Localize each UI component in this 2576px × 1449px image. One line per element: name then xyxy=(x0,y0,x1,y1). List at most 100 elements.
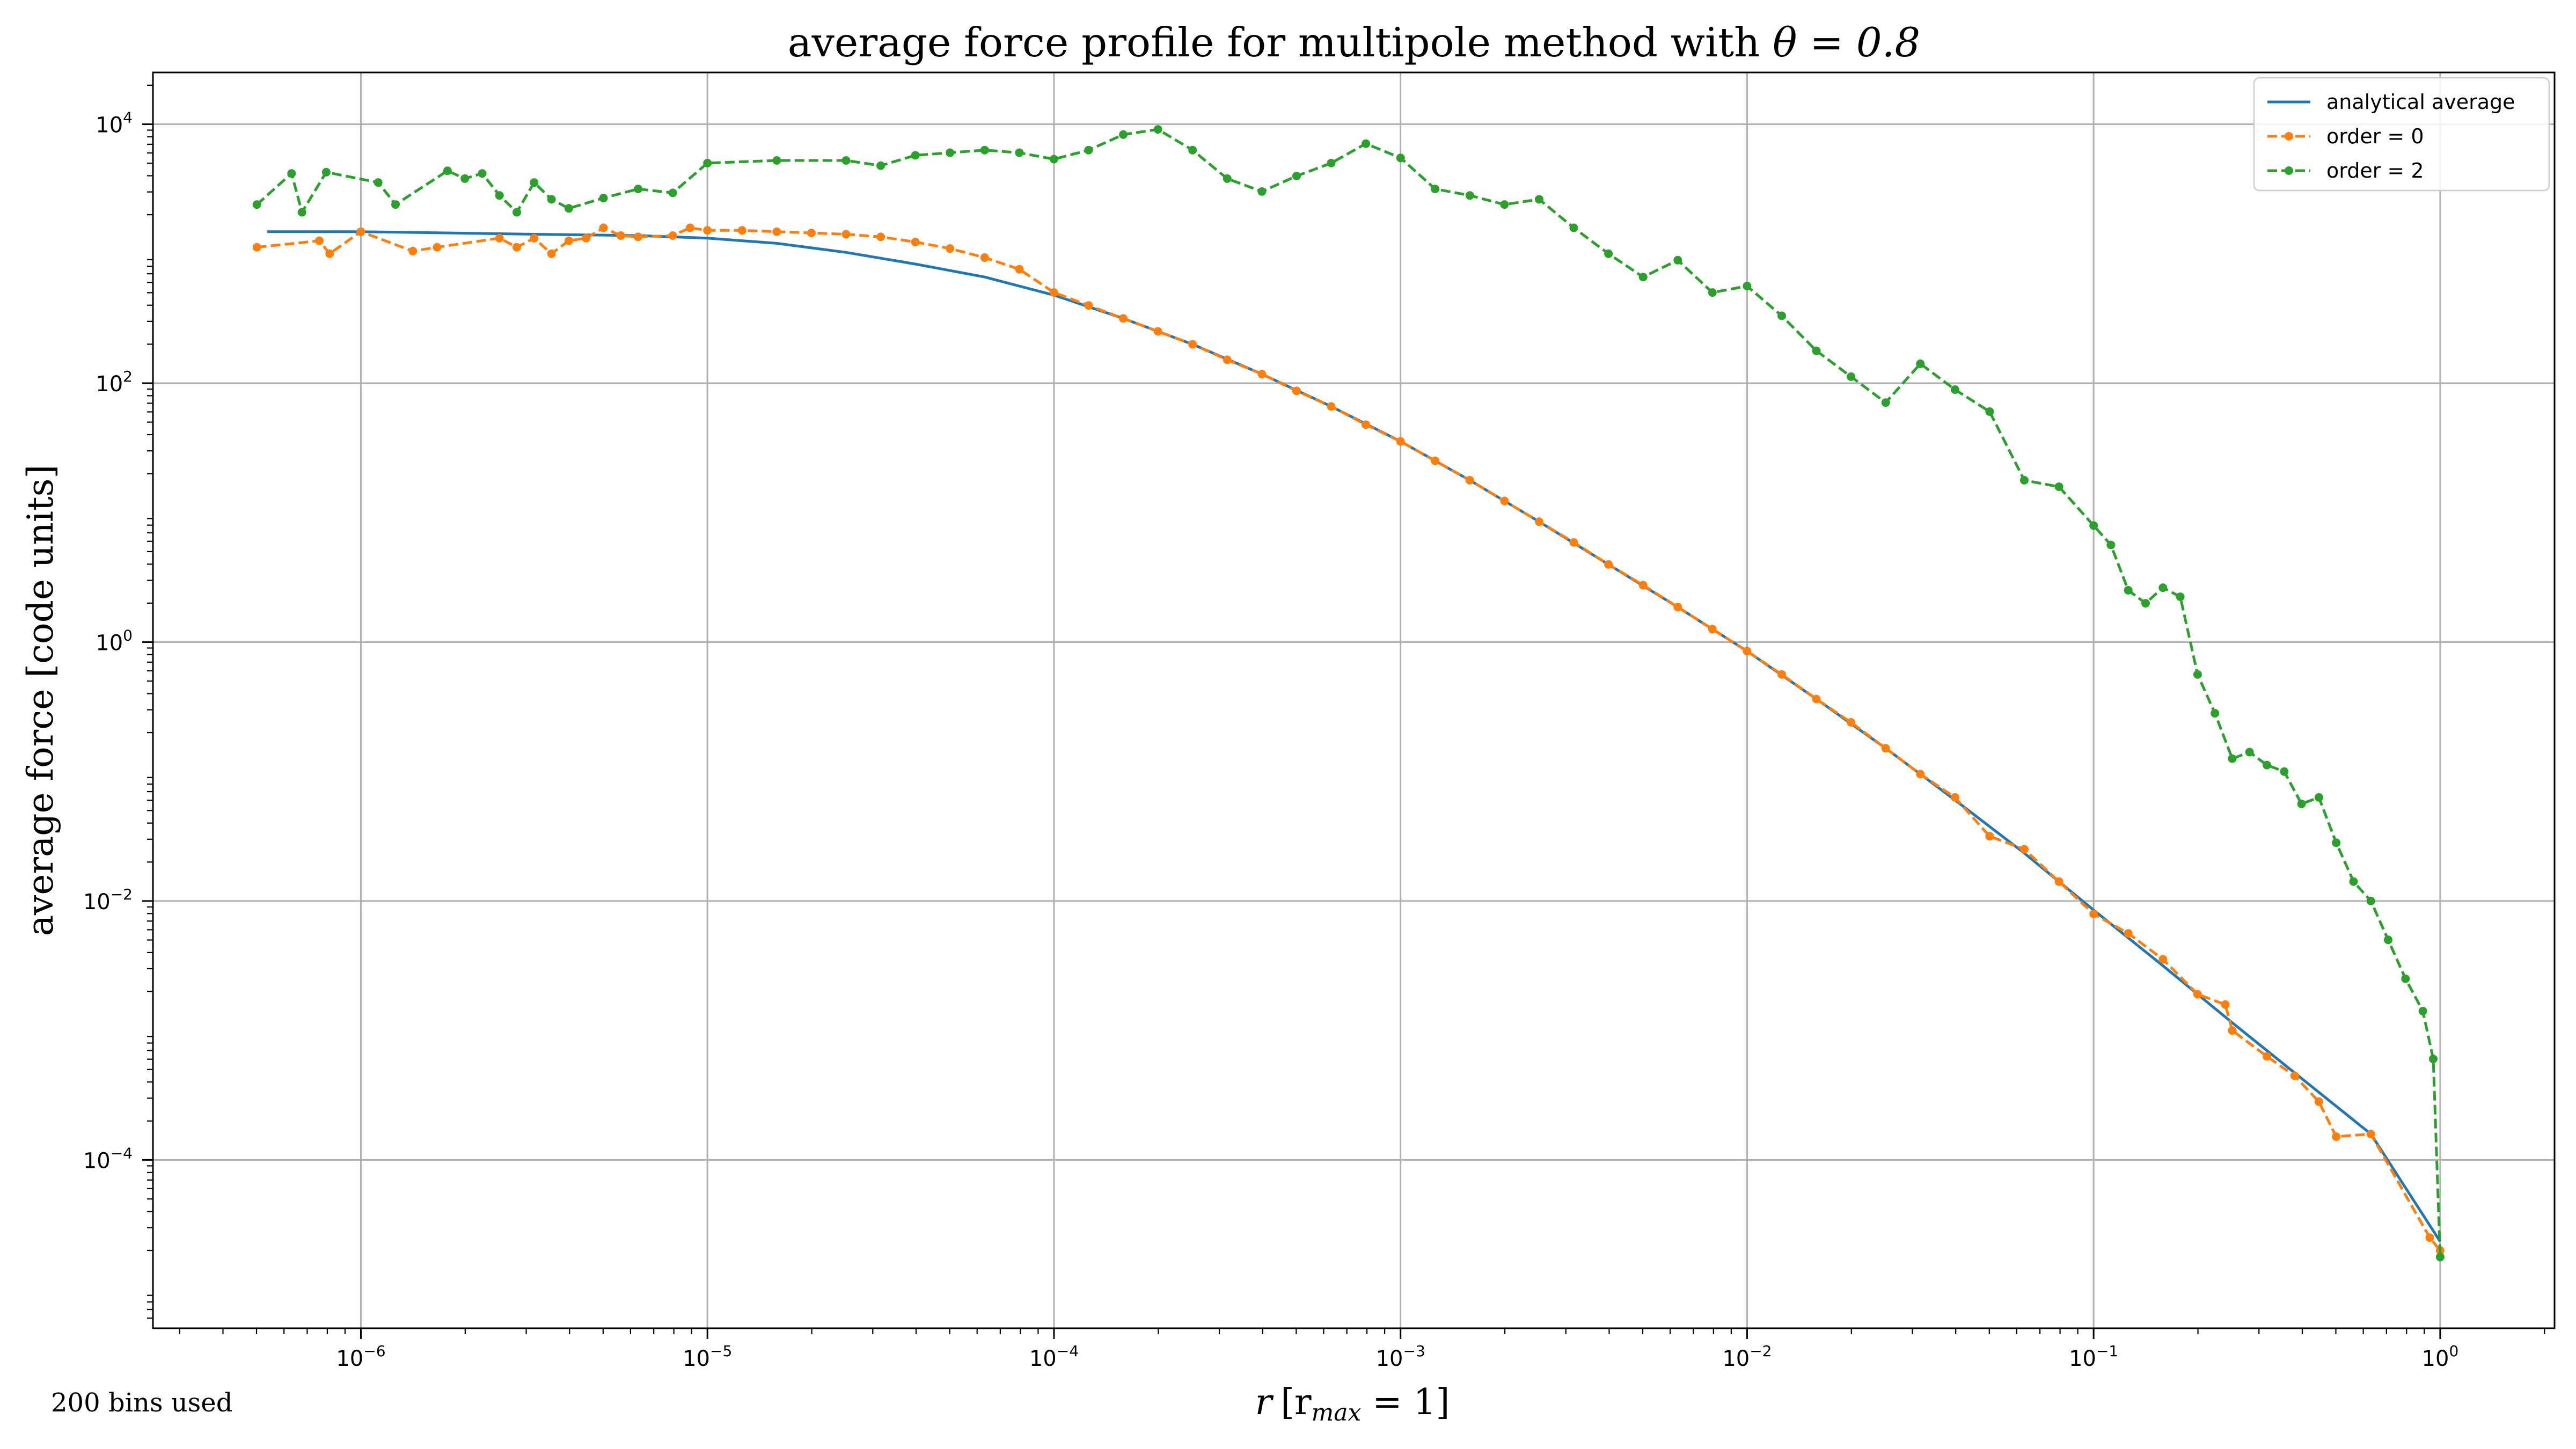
data-point xyxy=(2106,540,2116,550)
data-point xyxy=(2384,935,2392,945)
x-axis-label-end: = 1] xyxy=(1361,1381,1450,1423)
series-line xyxy=(257,226,2441,1252)
x-axis-ticks: 10−6 10−5 10−4 10−3 10−2 10−1 100 xyxy=(179,1328,2545,1371)
data-point xyxy=(2193,670,2202,679)
data-point xyxy=(2054,877,2063,886)
data-point xyxy=(564,204,573,213)
data-point xyxy=(1223,174,1232,183)
data-point xyxy=(1257,187,1267,196)
data-point xyxy=(1708,288,1717,297)
data-point xyxy=(1015,148,1024,157)
data-point xyxy=(2020,845,2029,854)
data-point xyxy=(2158,955,2168,964)
x-tick-base: 10 xyxy=(2069,1346,2096,1371)
data-point xyxy=(772,156,781,165)
data-point xyxy=(1188,145,1197,155)
data-point xyxy=(1153,327,1162,336)
data-point xyxy=(737,226,747,235)
data-point xyxy=(1465,475,1474,485)
legend-label: analytical average xyxy=(2326,90,2515,114)
data-point xyxy=(876,232,885,241)
series-order-2 xyxy=(252,125,2445,1262)
data-point xyxy=(1847,718,1856,727)
data-point xyxy=(668,231,677,240)
data-point xyxy=(2349,877,2358,886)
x-tick-base: 10 xyxy=(1376,1346,1403,1371)
data-point xyxy=(530,178,539,187)
data-point xyxy=(287,169,296,178)
data-point xyxy=(1431,185,1440,194)
data-point xyxy=(513,243,521,252)
data-point xyxy=(356,227,365,236)
data-point xyxy=(1638,273,1648,282)
y-axis-label: average force [code units] xyxy=(20,465,61,936)
data-point xyxy=(2228,1026,2237,1035)
y-tick-base: 10 xyxy=(96,113,123,137)
data-point xyxy=(599,223,608,232)
data-point xyxy=(2297,800,2306,808)
data-point xyxy=(1465,191,1474,200)
y-tick-label: 102 xyxy=(96,368,133,397)
data-point xyxy=(841,230,851,239)
data-point xyxy=(1743,647,1752,656)
data-point xyxy=(513,208,521,217)
data-point xyxy=(1743,282,1752,290)
data-point xyxy=(703,158,712,167)
legend-entry: analytical average xyxy=(2267,90,2515,114)
data-point xyxy=(634,232,642,241)
data-point xyxy=(1604,560,1613,569)
data-point xyxy=(911,238,920,246)
data-point xyxy=(1292,386,1301,396)
data-point xyxy=(2245,748,2254,757)
legend-marker xyxy=(2285,166,2293,175)
data-point xyxy=(2124,586,2133,595)
data-point xyxy=(634,185,642,194)
data-point xyxy=(2280,767,2289,776)
data-point xyxy=(807,229,816,238)
data-point xyxy=(2089,521,2098,530)
bins-note: 200 bins used xyxy=(51,1388,232,1418)
data-point xyxy=(1569,538,1578,547)
data-point xyxy=(2263,1052,2271,1061)
x-tick-exp: −1 xyxy=(2096,1342,2118,1360)
data-point xyxy=(668,188,677,197)
data-point xyxy=(911,151,920,160)
data-point xyxy=(2332,838,2341,847)
data-point xyxy=(1188,340,1197,349)
data-point xyxy=(2366,1130,2375,1139)
data-point xyxy=(946,148,955,157)
data-point xyxy=(2221,1000,2230,1009)
data-point xyxy=(408,246,418,255)
data-point xyxy=(2429,1055,2438,1064)
data-point xyxy=(1119,130,1128,139)
data-point xyxy=(1777,670,1786,679)
x-tick-base: 10 xyxy=(1722,1346,1750,1371)
data-point xyxy=(530,233,539,243)
data-point xyxy=(1396,153,1405,163)
x-tick-base: 10 xyxy=(1029,1346,1057,1371)
data-point xyxy=(547,249,556,258)
data-point xyxy=(443,166,452,175)
data-point xyxy=(2314,793,2323,802)
data-point xyxy=(1916,359,1925,368)
data-point xyxy=(841,156,851,165)
data-point xyxy=(1223,355,1232,364)
data-point xyxy=(703,226,712,235)
y-tick-base: 10 xyxy=(83,890,111,914)
data-point xyxy=(297,208,306,217)
data-point xyxy=(2193,990,2202,999)
data-point xyxy=(321,167,331,177)
x-tick-exp: −6 xyxy=(363,1342,385,1360)
x-tick-base: 10 xyxy=(683,1346,710,1371)
x-tick-label: 10−5 xyxy=(683,1342,732,1371)
x-tick-exp: −5 xyxy=(710,1342,732,1360)
data-point xyxy=(2366,896,2375,905)
data-point xyxy=(2176,592,2185,601)
y-tick-label: 104 xyxy=(96,108,133,137)
x-tick-label: 10−3 xyxy=(1376,1342,1425,1371)
data-point xyxy=(433,243,442,252)
x-axis-label-var: r xyxy=(1255,1381,1274,1423)
data-point xyxy=(1084,301,1093,310)
data-point xyxy=(980,145,989,155)
